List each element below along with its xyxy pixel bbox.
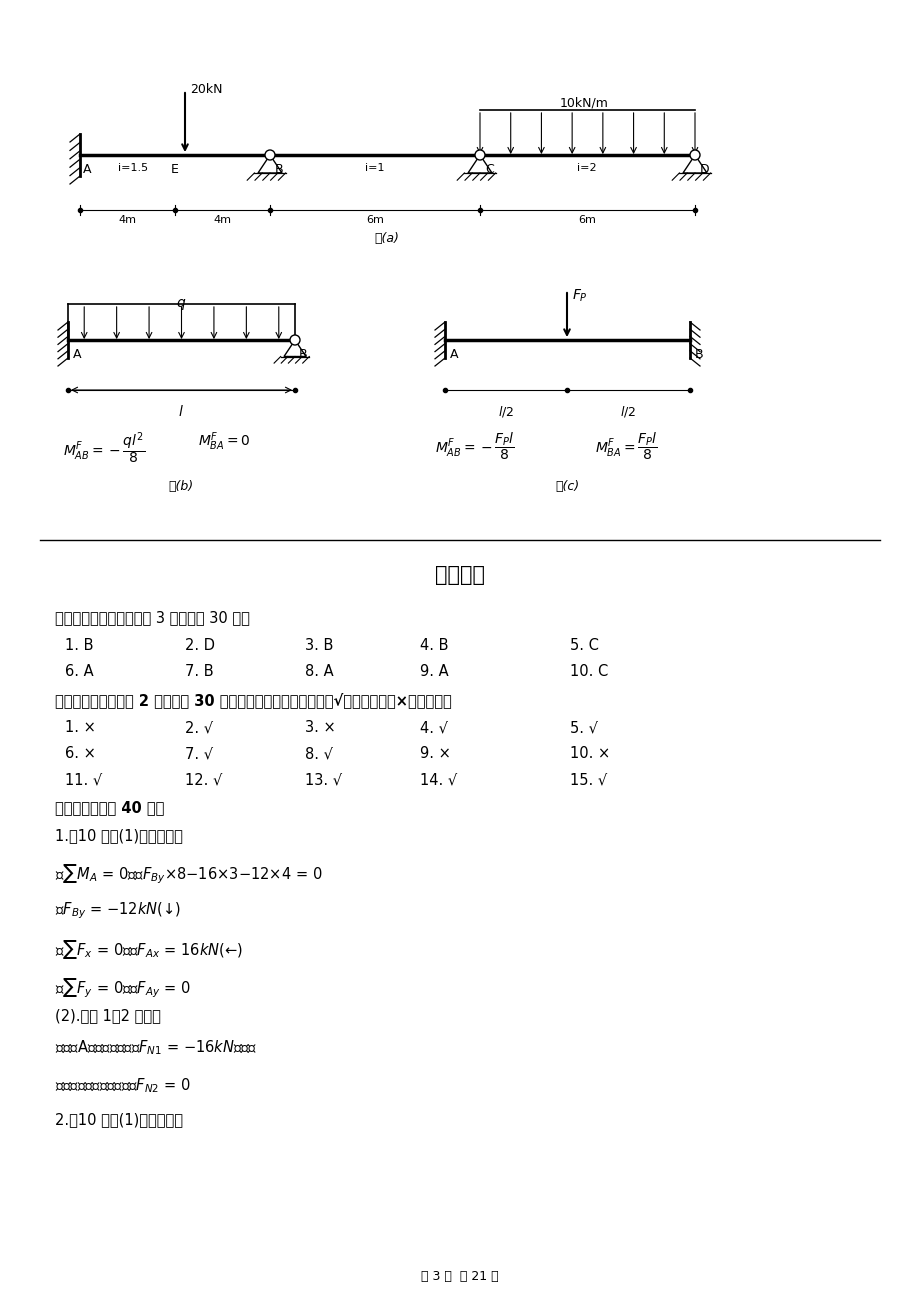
Text: 4. B: 4. B [420, 638, 448, 654]
Text: $l$/2: $l$/2 [497, 404, 514, 419]
Text: 4. √: 4. √ [420, 720, 448, 736]
Text: 3. ×: 3. × [305, 720, 335, 736]
Text: E: E [171, 163, 178, 176]
Text: q: q [176, 296, 185, 310]
Text: 4m: 4m [118, 215, 136, 225]
Text: 10kN/m: 10kN/m [560, 96, 608, 109]
Text: 图(c): 图(c) [554, 480, 578, 493]
Text: 8. A: 8. A [305, 664, 334, 680]
Text: B: B [275, 163, 283, 176]
Text: $M_{BA}^F = \dfrac{F_P l}{8}$: $M_{BA}^F = \dfrac{F_P l}{8}$ [595, 430, 657, 462]
Text: 由∑$M_A$ = 0得，$F_{By}$×8−16×3−12×4 = 0: 由∑$M_A$ = 0得，$F_{By}$×8−16×3−12×4 = 0 [55, 862, 322, 885]
Text: 1. B: 1. B [65, 638, 94, 654]
Text: 第 3 页  共 21 页: 第 3 页 共 21 页 [421, 1269, 498, 1282]
Text: 10. C: 10. C [570, 664, 607, 680]
Text: $M_{AB}^F = -\dfrac{ql^2}{8}$: $M_{AB}^F = -\dfrac{ql^2}{8}$ [62, 430, 145, 466]
Text: 6. ×: 6. × [65, 746, 96, 760]
Text: (2).求杆 1、2 的轴力: (2).求杆 1、2 的轴力 [55, 1008, 161, 1023]
Text: B: B [694, 348, 703, 361]
Text: 14. √: 14. √ [420, 772, 457, 786]
Text: i=1: i=1 [365, 163, 384, 173]
Text: 3. B: 3. B [305, 638, 333, 654]
Text: A: A [83, 163, 91, 176]
Circle shape [689, 150, 699, 160]
Text: $l$/2: $l$/2 [619, 404, 635, 419]
Text: 10. ×: 10. × [570, 746, 609, 760]
Text: C: C [484, 163, 494, 176]
Text: 6m: 6m [577, 215, 596, 225]
Text: 11. √: 11. √ [65, 772, 102, 786]
Text: 8. √: 8. √ [305, 746, 333, 760]
Text: 4m: 4m [213, 215, 231, 225]
Text: 7. √: 7. √ [185, 746, 213, 760]
Text: $M_{BA}^F = 0$: $M_{BA}^F = 0$ [198, 430, 250, 453]
Text: $F_P$: $F_P$ [572, 288, 587, 305]
Text: 由∑$F_y$ = 0得，$F_{Ay}$ = 0: 由∑$F_y$ = 0得，$F_{Ay}$ = 0 [55, 976, 190, 1000]
Text: i=1.5: i=1.5 [118, 163, 148, 173]
Text: 由∑$F_x$ = 0得，$F_{Ax}$ = 16$kN$(←): 由∑$F_x$ = 0得，$F_{Ax}$ = 16$kN$(←) [55, 937, 243, 961]
Text: 7. B: 7. B [185, 664, 213, 680]
Text: 2. √: 2. √ [185, 720, 213, 736]
Text: A: A [449, 348, 458, 361]
Text: 9. ×: 9. × [420, 746, 450, 760]
Text: 6m: 6m [366, 215, 383, 225]
Text: i=2: i=2 [576, 163, 596, 173]
Text: 12. √: 12. √ [185, 772, 222, 786]
Text: 即$F_{By}$ = −12$kN$(↓): 即$F_{By}$ = −12$kN$(↓) [55, 900, 180, 921]
Circle shape [289, 335, 300, 345]
Text: 9. A: 9. A [420, 664, 448, 680]
Text: 6. A: 6. A [65, 664, 94, 680]
Text: 15. √: 15. √ [570, 772, 607, 786]
Text: 二、判断题（每小题 2 分，共计 30 分。将判断结果填入括弧，以√表示正确，以×表示错误）: 二、判断题（每小题 2 分，共计 30 分。将判断结果填入括弧，以√表示正确，以… [55, 691, 451, 708]
Text: B: B [299, 348, 307, 361]
Text: 5. C: 5. C [570, 638, 598, 654]
Text: 2.（10 分）(1)求支座反力: 2.（10 分）(1)求支座反力 [55, 1112, 183, 1128]
Text: 一、单项选择题（每小题 3 分，共计 30 分）: 一、单项选择题（每小题 3 分，共计 30 分） [55, 611, 250, 625]
Text: 2. D: 2. D [185, 638, 215, 654]
Text: 13. √: 13. √ [305, 772, 342, 786]
Text: 图(a): 图(a) [374, 232, 399, 245]
Text: 由结点A的平衡条件，得$F_{N1}$ = −16$kN$（拉）: 由结点A的平衡条件，得$F_{N1}$ = −16$kN$（拉） [55, 1038, 257, 1057]
Text: D: D [699, 163, 709, 176]
Text: 1.（10 分）(1)求支座反力: 1.（10 分）(1)求支座反力 [55, 828, 183, 842]
Circle shape [474, 150, 484, 160]
Text: 1. ×: 1. × [65, 720, 96, 736]
Text: $l$: $l$ [178, 404, 184, 419]
Circle shape [265, 150, 275, 160]
Text: A: A [73, 348, 82, 361]
Text: $M_{AB}^F = -\dfrac{F_P l}{8}$: $M_{AB}^F = -\dfrac{F_P l}{8}$ [435, 430, 515, 462]
Text: 三、计算题（共 40 分）: 三、计算题（共 40 分） [55, 799, 165, 815]
Text: 参考答案: 参考答案 [435, 565, 484, 585]
Text: 20kN: 20kN [190, 83, 222, 96]
Text: 图(b): 图(b) [168, 480, 193, 493]
Text: 由截面法的平衡条件，得$F_{N2}$ = 0: 由截面法的平衡条件，得$F_{N2}$ = 0 [55, 1075, 190, 1095]
Text: 5. √: 5. √ [570, 720, 597, 736]
